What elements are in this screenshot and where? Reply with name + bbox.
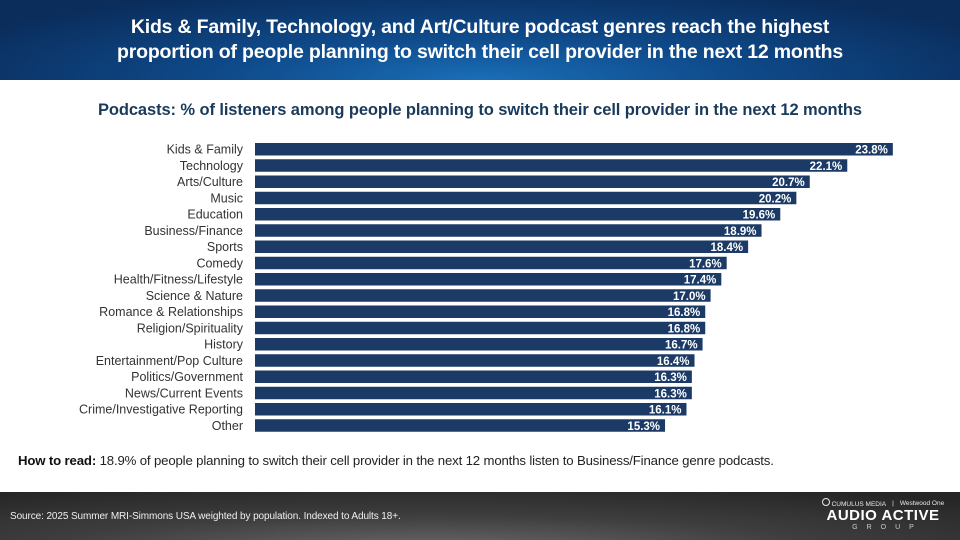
data-label: 16.3%: [654, 388, 687, 400]
bar-2: [255, 175, 810, 188]
cumulus-logo: CUMULUS MEDIA: [821, 498, 886, 508]
title-banner: Kids & Family, Technology, and Art/Cultu…: [0, 0, 960, 80]
page-title-line-1: Kids & Family, Technology, and Art/Cultu…: [130, 16, 830, 38]
cumulus-circle-icon: [821, 498, 830, 506]
page-title-line-2: proportion of people planning to switch …: [117, 41, 843, 63]
category-label: Education: [187, 208, 243, 222]
bar-3: [255, 191, 797, 205]
value-labels: 23.8% 22.1% 20.7% 20.2% 19.6% 18.9% 18.4% 17.6%…: [627, 145, 887, 433]
bar-chart: Kids & Family Technology Arts/Culture Music…: [79, 143, 893, 433]
bar-17: [255, 419, 666, 432]
data-label: 16.1%: [649, 405, 682, 417]
bar-1: [255, 159, 848, 172]
bar-14: [255, 370, 692, 383]
page-title: Kids & Family, Technology, and Art/Cultu…: [10, 15, 950, 65]
bar-10: [255, 305, 706, 318]
category-label: Music: [210, 191, 243, 205]
bar-9: [255, 289, 711, 302]
category-label: News/Current Events: [125, 386, 243, 400]
category-label: Health/Fitness/Lifestyle: [114, 273, 243, 287]
data-label: 16.8%: [668, 323, 701, 335]
data-label: 20.7%: [772, 177, 805, 189]
bar-8: [255, 273, 722, 286]
category-label: Business/Finance: [144, 224, 243, 238]
data-label: 16.8%: [668, 307, 701, 319]
logo-divider: |: [892, 499, 894, 507]
category-label: Politics/Government: [131, 370, 243, 384]
category-label: History: [204, 338, 244, 352]
how-to-read-text: 18.9% of people planning to switch their…: [96, 453, 774, 468]
category-label: Religion/Spirituality: [137, 321, 244, 335]
category-labels: Kids & Family Technology Arts/Culture Music…: [79, 143, 244, 433]
category-label: Science & Nature: [146, 289, 243, 303]
data-label: 17.6%: [689, 258, 722, 270]
bar-11: [255, 321, 706, 335]
audio-active-group-logo: CUMULUS MEDIA | Westwood One AUDIO ACTIV…: [818, 498, 948, 531]
data-label: 18.9%: [724, 226, 757, 238]
category-label: Other: [212, 419, 243, 433]
bars: [255, 143, 893, 432]
how-to-read-label: How to read:: [18, 453, 97, 468]
bar-5: [255, 224, 762, 237]
logo-brand: AUDIO ACTIVE: [826, 507, 940, 524]
category-label: Crime/Investigative Reporting: [79, 403, 243, 417]
data-label: 17.4%: [684, 275, 717, 287]
category-label: Arts/Culture: [177, 175, 243, 189]
how-to-read-note: How to read: 18.9% of people planning to…: [18, 453, 774, 468]
category-label: Entertainment/Pop Culture: [96, 354, 243, 368]
bar-15: [255, 386, 692, 400]
data-label: 15.3%: [627, 421, 660, 433]
data-label: 23.8%: [855, 145, 888, 157]
data-label: 16.7%: [665, 340, 698, 352]
footer-bar: [0, 492, 960, 540]
bar-4: [255, 208, 781, 221]
bar-0: [255, 143, 893, 156]
data-label: 18.4%: [711, 242, 744, 254]
data-label: 17.0%: [673, 291, 706, 303]
westwood-one-logo: Westwood One: [899, 499, 945, 507]
bar-6: [255, 240, 749, 253]
logo-subtext: GROUP: [852, 524, 923, 531]
bar-16: [255, 403, 687, 416]
bar-12: [255, 338, 703, 351]
source-note: Source: 2025 Summer MRI-Simmons USA weig…: [10, 511, 401, 522]
data-label: 22.1%: [810, 161, 843, 173]
data-label: 20.2%: [759, 193, 792, 205]
chart-title: Podcasts: % of listeners among people pl…: [97, 101, 862, 119]
category-label: Technology: [180, 159, 244, 173]
category-label: Comedy: [196, 256, 243, 270]
bar-7: [255, 256, 727, 270]
data-label: 16.4%: [657, 356, 690, 368]
category-label: Romance & Relationships: [99, 305, 243, 319]
bar-13: [255, 354, 695, 367]
data-label: 19.6%: [743, 210, 776, 222]
data-label: 16.3%: [654, 372, 687, 384]
category-label: Kids & Family: [167, 143, 244, 157]
category-label: Sports: [207, 240, 243, 254]
